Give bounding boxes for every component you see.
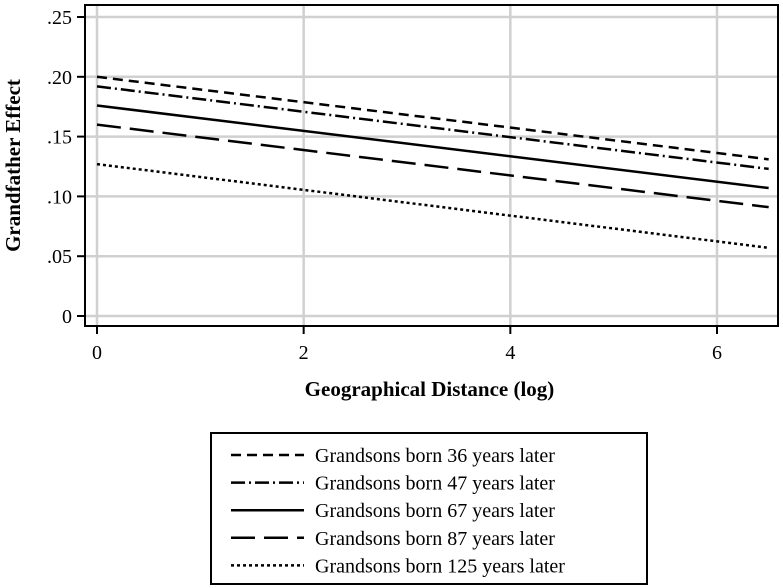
series-line-4 <box>96 123 769 209</box>
y-tick-label: 0 <box>62 306 72 328</box>
legend-label-1: Grandsons born 36 years later <box>315 445 555 467</box>
legend-label-3: Grandsons born 67 years later <box>315 500 555 522</box>
y-tick-label: .10 <box>47 186 72 208</box>
x-tick-label: 4 <box>505 342 515 364</box>
series-line-5 <box>96 162 769 250</box>
series-line-3 <box>96 104 769 190</box>
x-tick-label: 6 <box>712 342 722 364</box>
axis-ticks: 0 .05 .10 .15 .20 .25 0 2 4 6 <box>47 7 722 364</box>
series-line-2 <box>96 85 769 171</box>
legend: Grandsons born 36 years later Grandsons b… <box>210 432 648 585</box>
x-tick-label: 2 <box>299 342 309 364</box>
y-tick-label: .15 <box>47 127 72 149</box>
y-axis-title: Grandfather Effect <box>1 79 25 252</box>
plot-area-frame <box>84 4 779 327</box>
legend-label-2: Grandsons born 47 years later <box>315 473 555 495</box>
legend-box <box>210 432 648 585</box>
y-tick-label: .25 <box>47 7 72 29</box>
y-tick-label: .05 <box>47 246 72 268</box>
x-tick-label: 0 <box>92 342 102 364</box>
legend-label-5: Grandsons born 125 years later <box>315 555 565 577</box>
x-axis-title: Geographical Distance (log) <box>305 377 555 401</box>
series-line-1 <box>96 75 769 161</box>
series-lines <box>96 75 769 250</box>
y-tick-label: .20 <box>47 67 72 89</box>
legend-label-4: Grandsons born 87 years later <box>315 528 555 550</box>
